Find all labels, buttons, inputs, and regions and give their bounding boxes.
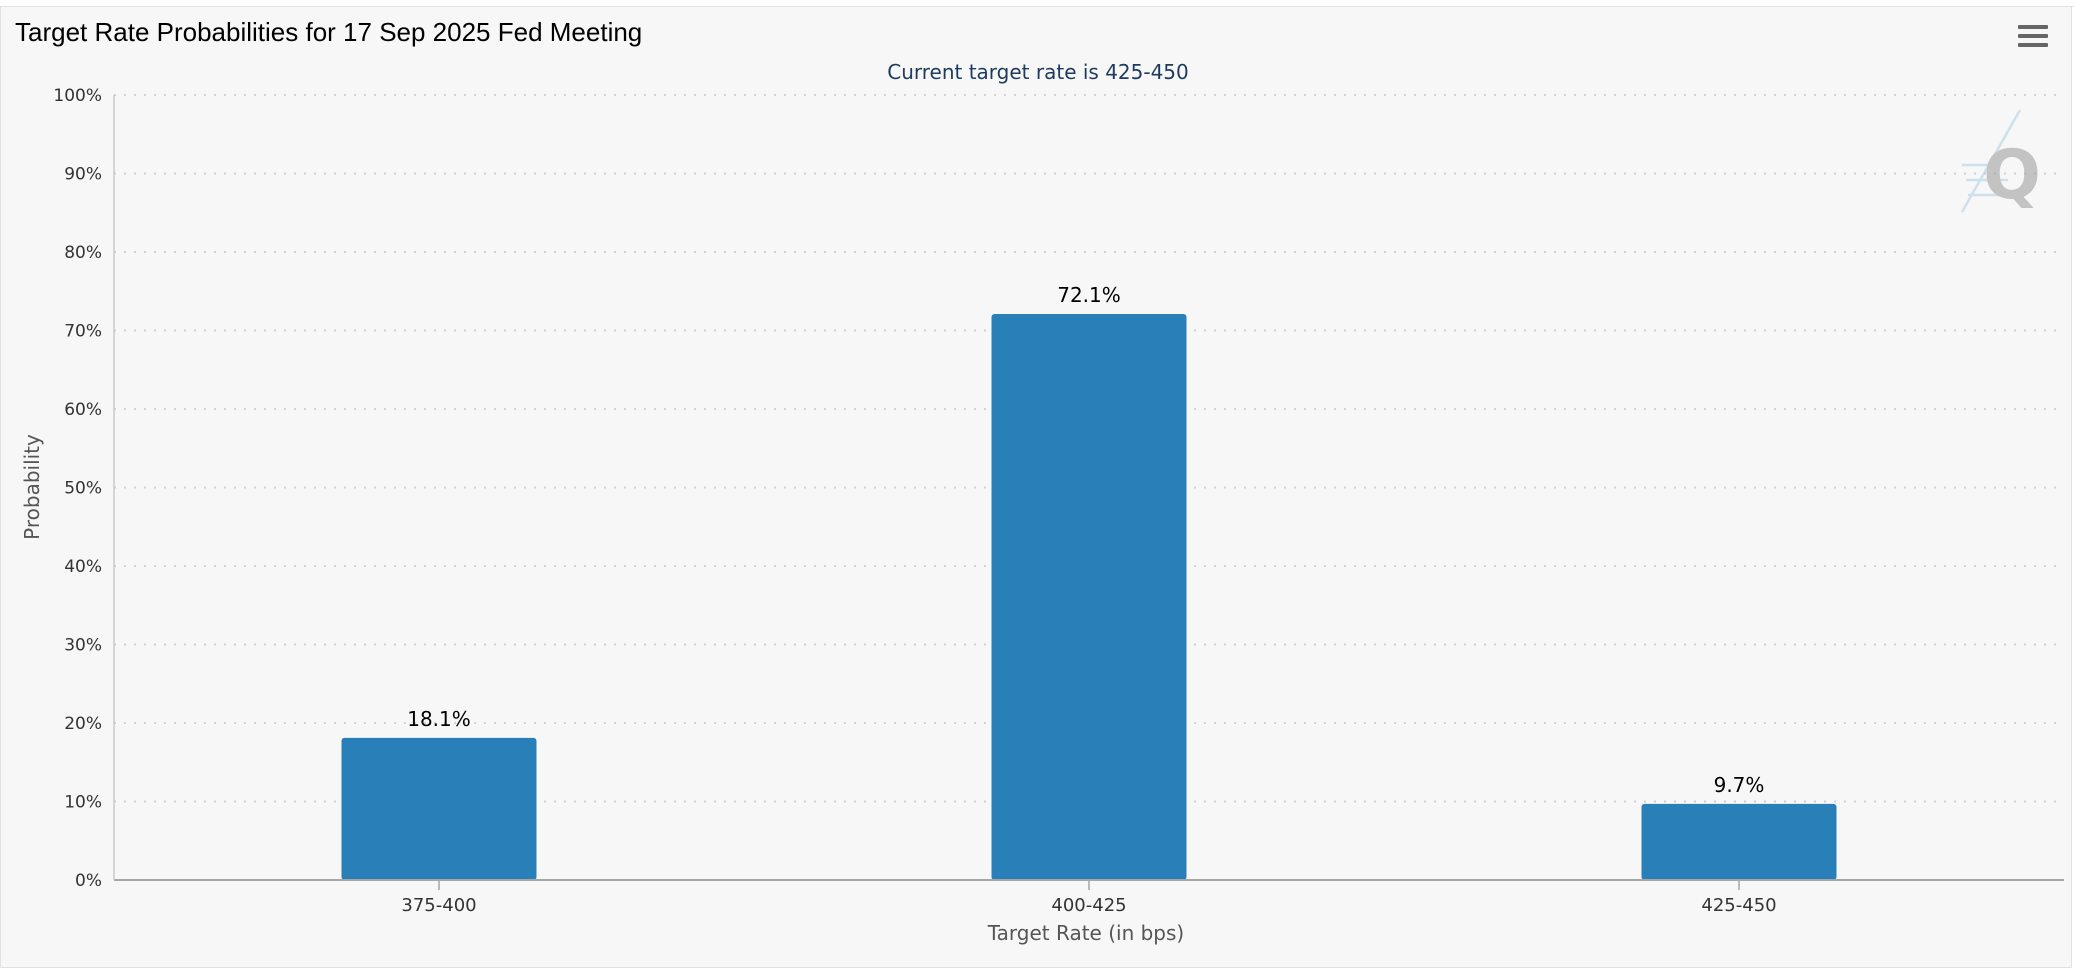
y-tick-label: 90% xyxy=(64,165,102,185)
data-label: 18.1% xyxy=(407,707,471,731)
y-tick-label: 0% xyxy=(75,871,102,891)
data-label: 9.7% xyxy=(1714,773,1765,797)
y-tick-label: 100% xyxy=(53,86,102,106)
watermark-letter: Q xyxy=(1983,136,2041,215)
y-tick-label: 30% xyxy=(64,636,102,656)
y-tick-label: 70% xyxy=(64,322,102,342)
y-tick-label: 40% xyxy=(64,557,102,577)
chart-subtitle: Current target rate is 425-450 xyxy=(887,60,1189,84)
menu-bar xyxy=(2018,34,2048,38)
y-tick-label: 20% xyxy=(64,714,102,734)
bars xyxy=(341,314,1837,880)
x-tick-label: 375-400 xyxy=(401,895,476,916)
y-tick-label: 10% xyxy=(64,793,102,813)
hamburger-menu-icon[interactable] xyxy=(2018,25,2048,51)
x-tick-label: 425-450 xyxy=(1701,895,1776,916)
y-tick-label: 80% xyxy=(64,243,102,263)
bar-400-425[interactable] xyxy=(991,314,1187,880)
x-tick-label: 400-425 xyxy=(1051,895,1126,916)
bar-375-400[interactable] xyxy=(341,737,537,880)
data-labels: 18.1% 72.1% 9.7% xyxy=(407,283,1764,797)
data-label: 72.1% xyxy=(1057,283,1121,307)
menu-bar xyxy=(2018,43,2048,47)
chart-title: Target Rate Probabilities for 17 Sep 202… xyxy=(15,17,643,47)
y-axis-label: Probability xyxy=(20,434,44,540)
menu-bar xyxy=(2018,25,2048,29)
bar-425-450[interactable] xyxy=(1641,803,1837,880)
y-tick-label: 60% xyxy=(64,400,102,420)
y-tick-label: 50% xyxy=(64,479,102,499)
q-watermark-icon: Q xyxy=(1960,109,2041,215)
y-tick-labels: 0% 10% 20% 30% 40% 50% 60% 70% 80% 90% 100% xyxy=(53,86,102,891)
x-axis-label: Target Rate (in bps) xyxy=(987,921,1184,945)
x-tick-labels: 375-400 400-425 425-450 xyxy=(401,880,1777,916)
